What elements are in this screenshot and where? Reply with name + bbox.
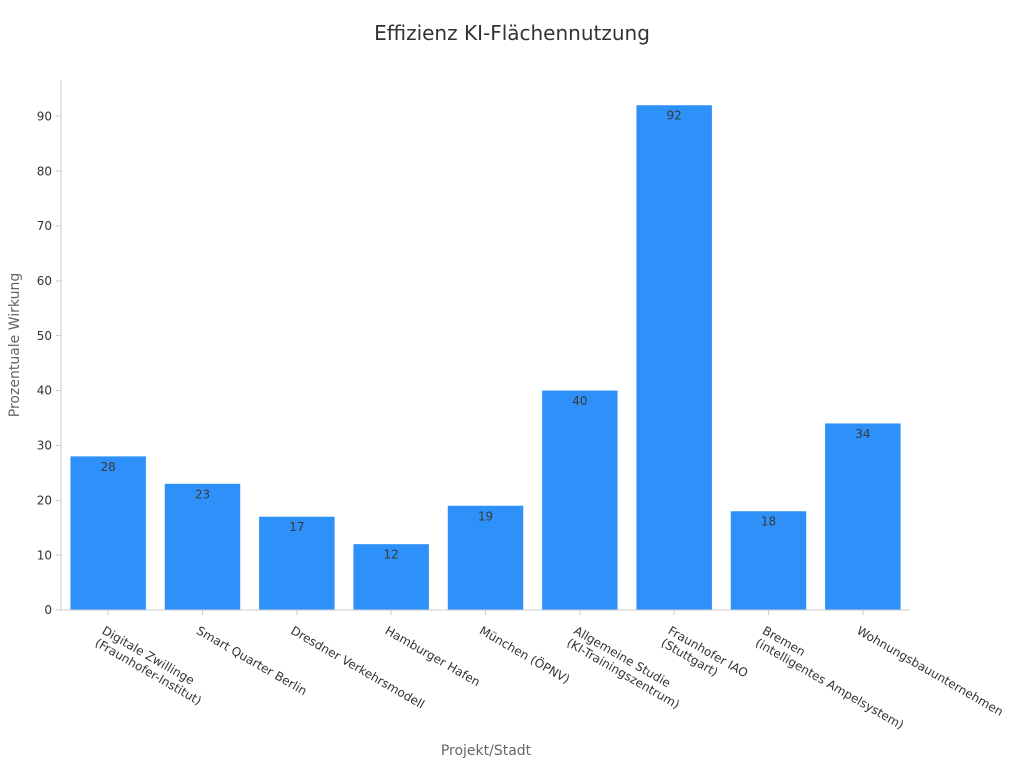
data-labels: 28 23 17 12 19 40 92 18 34	[101, 109, 871, 562]
data-label: 34	[855, 427, 870, 441]
bar	[447, 505, 524, 610]
y-axis-ticks: 0 10 20 30 40 50 60 70 80 90	[37, 109, 61, 617]
data-label: 12	[384, 548, 399, 562]
bar	[636, 105, 712, 610]
chart-title: Effizienz KI-Flächennutzung	[374, 21, 650, 45]
y-tick-label: 80	[37, 164, 52, 178]
bar	[730, 511, 807, 610]
x-tick-label: München (ÖPNV)	[477, 622, 573, 687]
data-label: 28	[101, 460, 116, 474]
data-label: 17	[289, 520, 304, 534]
data-label: 40	[572, 394, 587, 408]
y-tick-label: 30	[37, 439, 52, 453]
y-axis-title: Prozentuale Wirkung	[7, 273, 23, 417]
data-label: 23	[195, 487, 210, 501]
x-tick-label: Digitale Zwillinge(Fraunhofer-Institut)	[93, 623, 211, 707]
y-tick-label: 10	[37, 548, 52, 562]
y-tick-label: 0	[44, 603, 52, 617]
y-tick-label: 50	[37, 329, 52, 343]
data-label: 92	[667, 109, 682, 123]
bar	[259, 516, 335, 610]
bar	[353, 544, 429, 610]
bar	[542, 390, 618, 610]
x-axis-title: Projekt/Stadt	[441, 743, 532, 759]
x-tick-label: Hamburger Hafen	[383, 623, 483, 689]
x-axis-ticks: Digitale Zwillinge(Fraunhofer-Institut)S…	[93, 610, 1006, 732]
data-label: 19	[478, 509, 493, 523]
data-label: 18	[761, 515, 776, 529]
y-tick-label: 60	[37, 274, 52, 288]
y-tick-label: 90	[37, 109, 52, 123]
bar	[164, 483, 241, 610]
bar	[825, 423, 901, 610]
y-tick-label: 70	[37, 219, 52, 233]
bars	[70, 105, 901, 610]
y-tick-label: 40	[37, 384, 52, 398]
x-tick-label: Fraunhofer IAO(Stuttgart)	[659, 623, 751, 692]
y-tick-label: 20	[37, 493, 52, 507]
bar	[70, 456, 146, 610]
